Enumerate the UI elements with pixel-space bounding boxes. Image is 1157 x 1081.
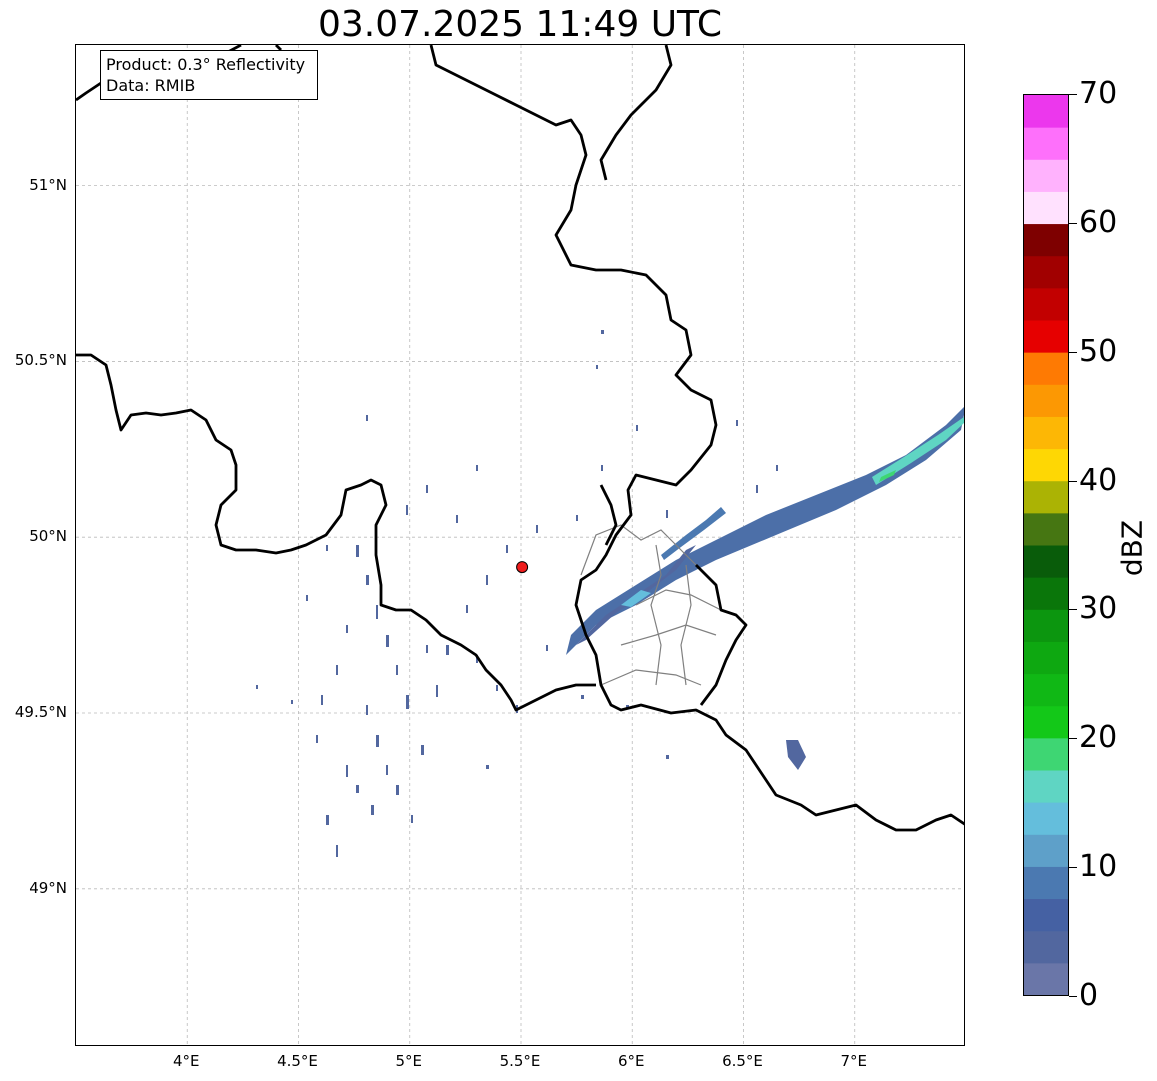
colorbar-swatch — [1024, 737, 1068, 771]
latitude-tick-label: 50°N — [29, 527, 67, 546]
longitude-tick-label: 5.5°E — [499, 1052, 541, 1070]
colorbar-tick-label: 70 — [1079, 76, 1118, 111]
colorbar-swatch — [1024, 930, 1068, 964]
colorbar-tick — [1069, 351, 1077, 353]
colorbar-swatch — [1024, 384, 1068, 417]
colorbar-swatch — [1024, 866, 1068, 900]
colorbar-swatches — [1024, 95, 1068, 995]
colorbar-swatch — [1024, 673, 1068, 707]
longitude-tick-label: 4.5°E — [277, 1052, 318, 1070]
colorbar-swatch — [1024, 802, 1068, 835]
colorbar-tick — [1069, 996, 1077, 997]
colorbar-tick-label: 50 — [1079, 333, 1118, 369]
colorbar-swatch — [1024, 159, 1068, 192]
colorbar-swatch — [1024, 834, 1068, 867]
colorbar-tick-label: 60 — [1079, 204, 1118, 240]
colorbar-swatch — [1024, 127, 1068, 160]
product-label: Product: 0.3° Reflectivity — [106, 55, 306, 74]
colorbar-tick — [1069, 609, 1077, 611]
country-borders — [76, 45, 964, 832]
rain-band-main — [566, 407, 964, 655]
colorbar-swatch — [1024, 545, 1068, 578]
colorbar-swatch — [1024, 191, 1068, 225]
colorbar-tick-label: 0 — [1079, 978, 1099, 1013]
longitude-tick-label: 4°E — [172, 1052, 200, 1070]
colorbar-swatch — [1024, 480, 1068, 514]
echo-cell-east — [786, 740, 806, 770]
rain-band-core — [872, 417, 964, 485]
colorbar-swatch — [1024, 320, 1068, 353]
map-canvas — [76, 45, 964, 1045]
colorbar-swatch — [1024, 223, 1068, 257]
radar-echoes — [256, 330, 964, 857]
latitude-tick-label: 49°N — [29, 878, 67, 897]
colorbar-tick — [1069, 94, 1077, 95]
latitude-tick-label: 51°N — [29, 175, 67, 194]
colorbar-swatch — [1024, 255, 1068, 289]
colorbar-swatch — [1024, 641, 1068, 675]
rain-band-left-core — [621, 590, 651, 607]
colorbar-swatch — [1024, 609, 1068, 642]
colorbar-swatch — [1024, 962, 1068, 995]
colorbar-swatch — [1024, 705, 1068, 739]
colorbar-label: dBZ — [1115, 519, 1149, 577]
colorbar-tick-label: 10 — [1079, 849, 1118, 885]
colorbar-swatch — [1024, 448, 1068, 482]
colorbar-swatch — [1024, 287, 1068, 321]
clutter-echoes — [256, 330, 778, 857]
latitude-tick-label: 50.5°N — [14, 351, 67, 370]
district-borders — [580, 524, 722, 686]
colorbar-swatch — [1024, 416, 1068, 450]
colorbar-tick — [1069, 738, 1077, 740]
radar-site-marker — [516, 561, 529, 574]
longitude-tick-label: 7°E — [840, 1052, 868, 1070]
map-title: 03.07.2025 11:49 UTC — [317, 4, 723, 45]
colorbar-tick — [1069, 480, 1077, 482]
colorbar-swatch — [1024, 352, 1068, 385]
colorbar-swatch — [1024, 512, 1068, 546]
colorbar-swatch — [1024, 770, 1068, 803]
gridlines — [76, 45, 964, 1045]
colorbar-tick — [1069, 222, 1077, 224]
colorbar-swatch — [1024, 95, 1068, 128]
longitude-tick-label: 5°E — [395, 1052, 423, 1070]
colorbar-tick-label: 40 — [1079, 462, 1118, 498]
colorbar — [1023, 94, 1069, 996]
colorbar-swatch — [1024, 577, 1068, 610]
longitude-tick-label: 6°E — [617, 1052, 645, 1070]
longitude-tick-label: 6.5°E — [722, 1052, 763, 1070]
colorbar-tick-label: 20 — [1079, 720, 1118, 756]
product-info-box: Product: 0.3° Reflectivity Data: RMIB — [100, 50, 318, 100]
radar-map[interactable] — [75, 44, 965, 1046]
rain-band-green — [879, 470, 896, 482]
colorbar-tick — [1069, 867, 1077, 869]
latitude-tick-label: 49.5°N — [14, 703, 67, 721]
data-source-label: Data: RMIB — [106, 76, 196, 95]
colorbar-swatch — [1024, 898, 1068, 932]
colorbar-tick-label: 30 — [1079, 591, 1118, 627]
